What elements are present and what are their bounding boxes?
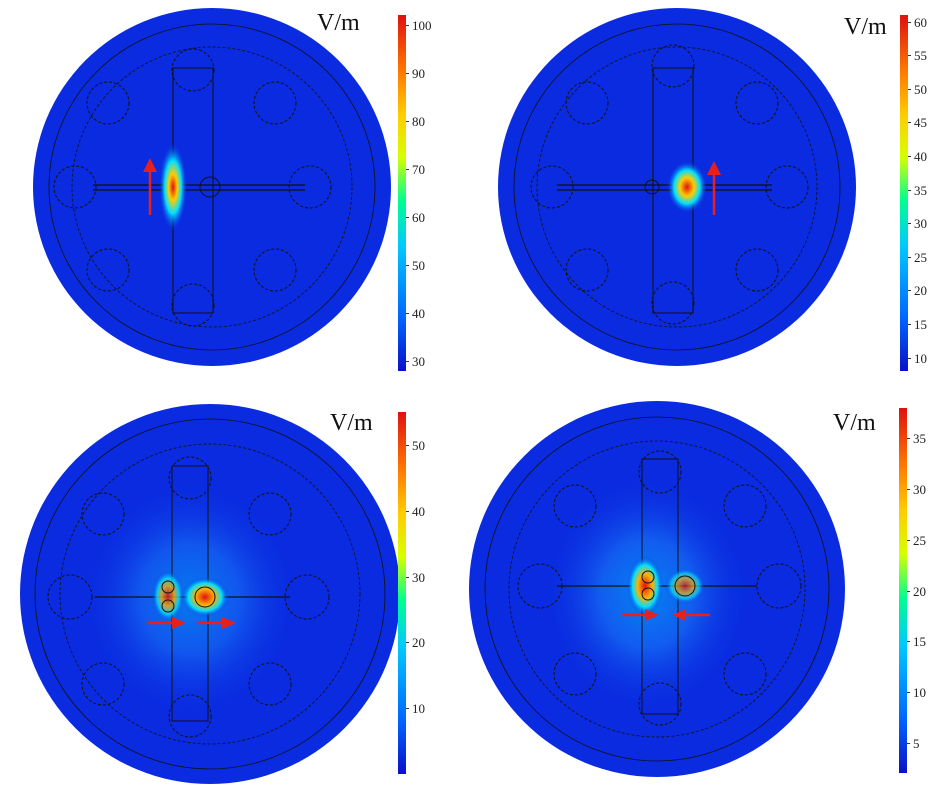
arrow-right-icon — [148, 617, 186, 629]
colorbar-tick-mark — [406, 510, 409, 512]
colorbar-tick-mark — [406, 217, 409, 219]
unit-label: V/m — [833, 410, 876, 436]
unit-label: V/m — [330, 410, 373, 436]
colorbar-tick-mark — [406, 642, 409, 644]
colorbar-tick-label: 20 — [914, 283, 927, 299]
colorbar-tick-mark — [908, 21, 911, 23]
colorbar — [398, 15, 406, 371]
colorbar-tick-mark — [907, 590, 910, 592]
field-plot-top-right — [498, 8, 856, 366]
colorbar-tick-label: 50 — [914, 81, 927, 97]
arrow-right-icon — [197, 617, 236, 629]
colorbar-tick-label: 20 — [913, 583, 926, 599]
colorbar-tick-label: 15 — [913, 634, 926, 650]
colorbar-tick-label: 25 — [913, 532, 926, 548]
unit-label: V/m — [317, 10, 360, 36]
colorbar-tick-label: 80 — [412, 113, 425, 129]
colorbar-tick-label: 70 — [412, 161, 425, 177]
colorbar-tick-label: 20 — [412, 635, 425, 651]
arrow-right-icon — [622, 609, 659, 621]
colorbar-tick-mark — [908, 88, 911, 90]
colorbar-tick-mark — [907, 489, 910, 491]
colorbar-tick-mark — [406, 120, 409, 122]
colorbar-tick-label: 15 — [914, 316, 927, 332]
colorbar-tick-mark — [908, 55, 911, 57]
colorbar-tick-mark — [908, 323, 911, 325]
unit-label: V/m — [844, 14, 887, 40]
colorbar-tick-label: 10 — [412, 701, 425, 717]
colorbar-tick-label: 10 — [914, 350, 927, 366]
arrow-up-icon — [143, 158, 157, 215]
colorbar-tick-label: 90 — [412, 65, 425, 81]
colorbar-tick-label: 40 — [412, 306, 425, 322]
colorbar-tick-label: 30 — [412, 569, 425, 585]
colorbar-tick-label: 100 — [412, 17, 432, 33]
colorbar-tick-label: 30 — [913, 482, 926, 498]
colorbar-tick-label: 5 — [913, 735, 920, 751]
colorbar-tick-mark — [406, 313, 409, 315]
panel-bottom-right: V/m 35 30 25 20 15 10 5 — [467, 394, 934, 789]
colorbar-tick-label: 35 — [914, 182, 927, 198]
colorbar-tick-label: 60 — [412, 210, 425, 226]
colorbar-tick-label: 50 — [412, 437, 425, 453]
colorbar-tick-mark — [907, 691, 910, 693]
colorbar-tick-mark — [908, 290, 911, 292]
colorbar-tick-label: 35 — [913, 431, 926, 447]
colorbar-tick-mark — [907, 641, 910, 643]
colorbar-tick-mark — [908, 189, 911, 191]
colorbar-tick-label: 10 — [913, 684, 926, 700]
arrow-up-icon — [707, 161, 721, 215]
colorbar-tick-label: 40 — [914, 149, 927, 165]
colorbar-tick-label: 30 — [412, 354, 425, 370]
colorbar-tick-label: 50 — [412, 258, 425, 274]
colorbar-tick-mark — [406, 708, 409, 710]
colorbar-tick-mark — [406, 168, 409, 170]
field-plot-bottom-right — [469, 401, 845, 777]
field-plot-top-left — [33, 8, 391, 366]
colorbar — [900, 15, 908, 371]
colorbar-tick-mark — [907, 438, 910, 440]
panel-bottom-left: V/m 50 40 30 20 10 — [0, 394, 467, 789]
panel-top-left: V/m 100 90 80 70 60 50 40 30 — [0, 0, 467, 394]
colorbar-tick-mark — [406, 24, 409, 26]
colorbar-tick-mark — [406, 265, 409, 267]
panel-top-right: V/m 60 55 50 45 40 35 30 25 20 15 10 — [467, 0, 934, 394]
colorbar-tick-label: 45 — [914, 115, 927, 131]
colorbar-tick-mark — [406, 72, 409, 74]
colorbar-tick-mark — [406, 576, 409, 578]
colorbar-tick-mark — [907, 742, 910, 744]
field-plot-bottom-left — [20, 404, 400, 784]
colorbar-tick-label: 60 — [914, 14, 927, 30]
colorbar-tick-mark — [406, 361, 409, 363]
colorbar-tick-mark — [908, 122, 911, 124]
colorbar-tick-mark — [406, 444, 409, 446]
colorbar-tick-label: 30 — [914, 216, 927, 232]
colorbar-tick-label: 40 — [412, 503, 425, 519]
colorbar-tick-mark — [907, 539, 910, 541]
colorbar-tick-mark — [908, 156, 911, 158]
colorbar-tick-mark — [908, 357, 911, 359]
colorbar — [899, 408, 907, 773]
colorbar-tick-label: 25 — [914, 249, 927, 265]
colorbar-tick-mark — [908, 256, 911, 258]
colorbar — [398, 412, 406, 774]
colorbar-tick-mark — [908, 223, 911, 225]
colorbar-tick-label: 55 — [914, 48, 927, 64]
arrow-left-icon — [672, 609, 710, 621]
